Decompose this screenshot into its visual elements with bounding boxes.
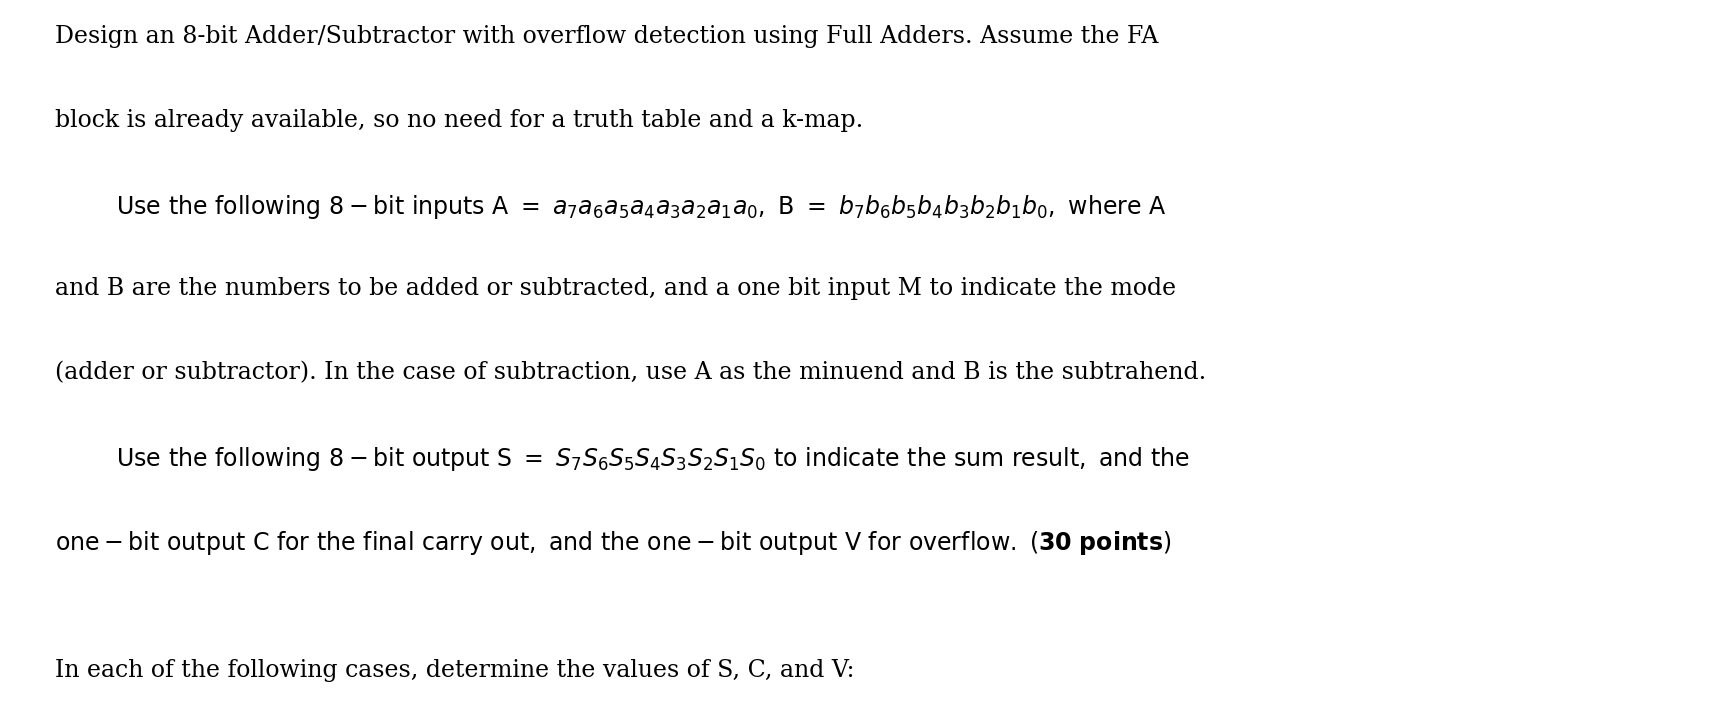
Text: (adder or subtractor). In the case of subtraction, use A as the minuend and B is: (adder or subtractor). In the case of su… [55,361,1205,384]
Text: $\mathrm{\ \ \ \ \ \ \ \ Use\ the\ following\ 8-bit\ inputs\ A\ =\ }\mathit{a}_{: $\mathrm{\ \ \ \ \ \ \ \ Use\ the\ follo… [55,193,1166,221]
Text: and B are the numbers to be added or subtracted, and a one bit input M to indica: and B are the numbers to be added or sub… [55,277,1176,300]
Text: In each of the following cases, determine the values of S, C, and V:: In each of the following cases, determin… [55,659,854,682]
Text: $\mathrm{\ \ \ \ \ \ \ \ Use\ the\ following\ 8-bit\ output\ S\ =\ }\mathit{S}_{: $\mathrm{\ \ \ \ \ \ \ \ Use\ the\ follo… [55,445,1190,473]
Text: Design an 8-bit Adder/Subtractor with overflow detection using Full Adders. Assu: Design an 8-bit Adder/Subtractor with ov… [55,25,1157,48]
Text: block is already available, so no need for a truth table and a k-map.: block is already available, so no need f… [55,109,863,132]
Text: $\mathrm{one-bit\ output\ C\ for\ the\ final\ carry\ out,\ and\ the\ one-bit\ ou: $\mathrm{one-bit\ output\ C\ for\ the\ f… [55,529,1171,557]
